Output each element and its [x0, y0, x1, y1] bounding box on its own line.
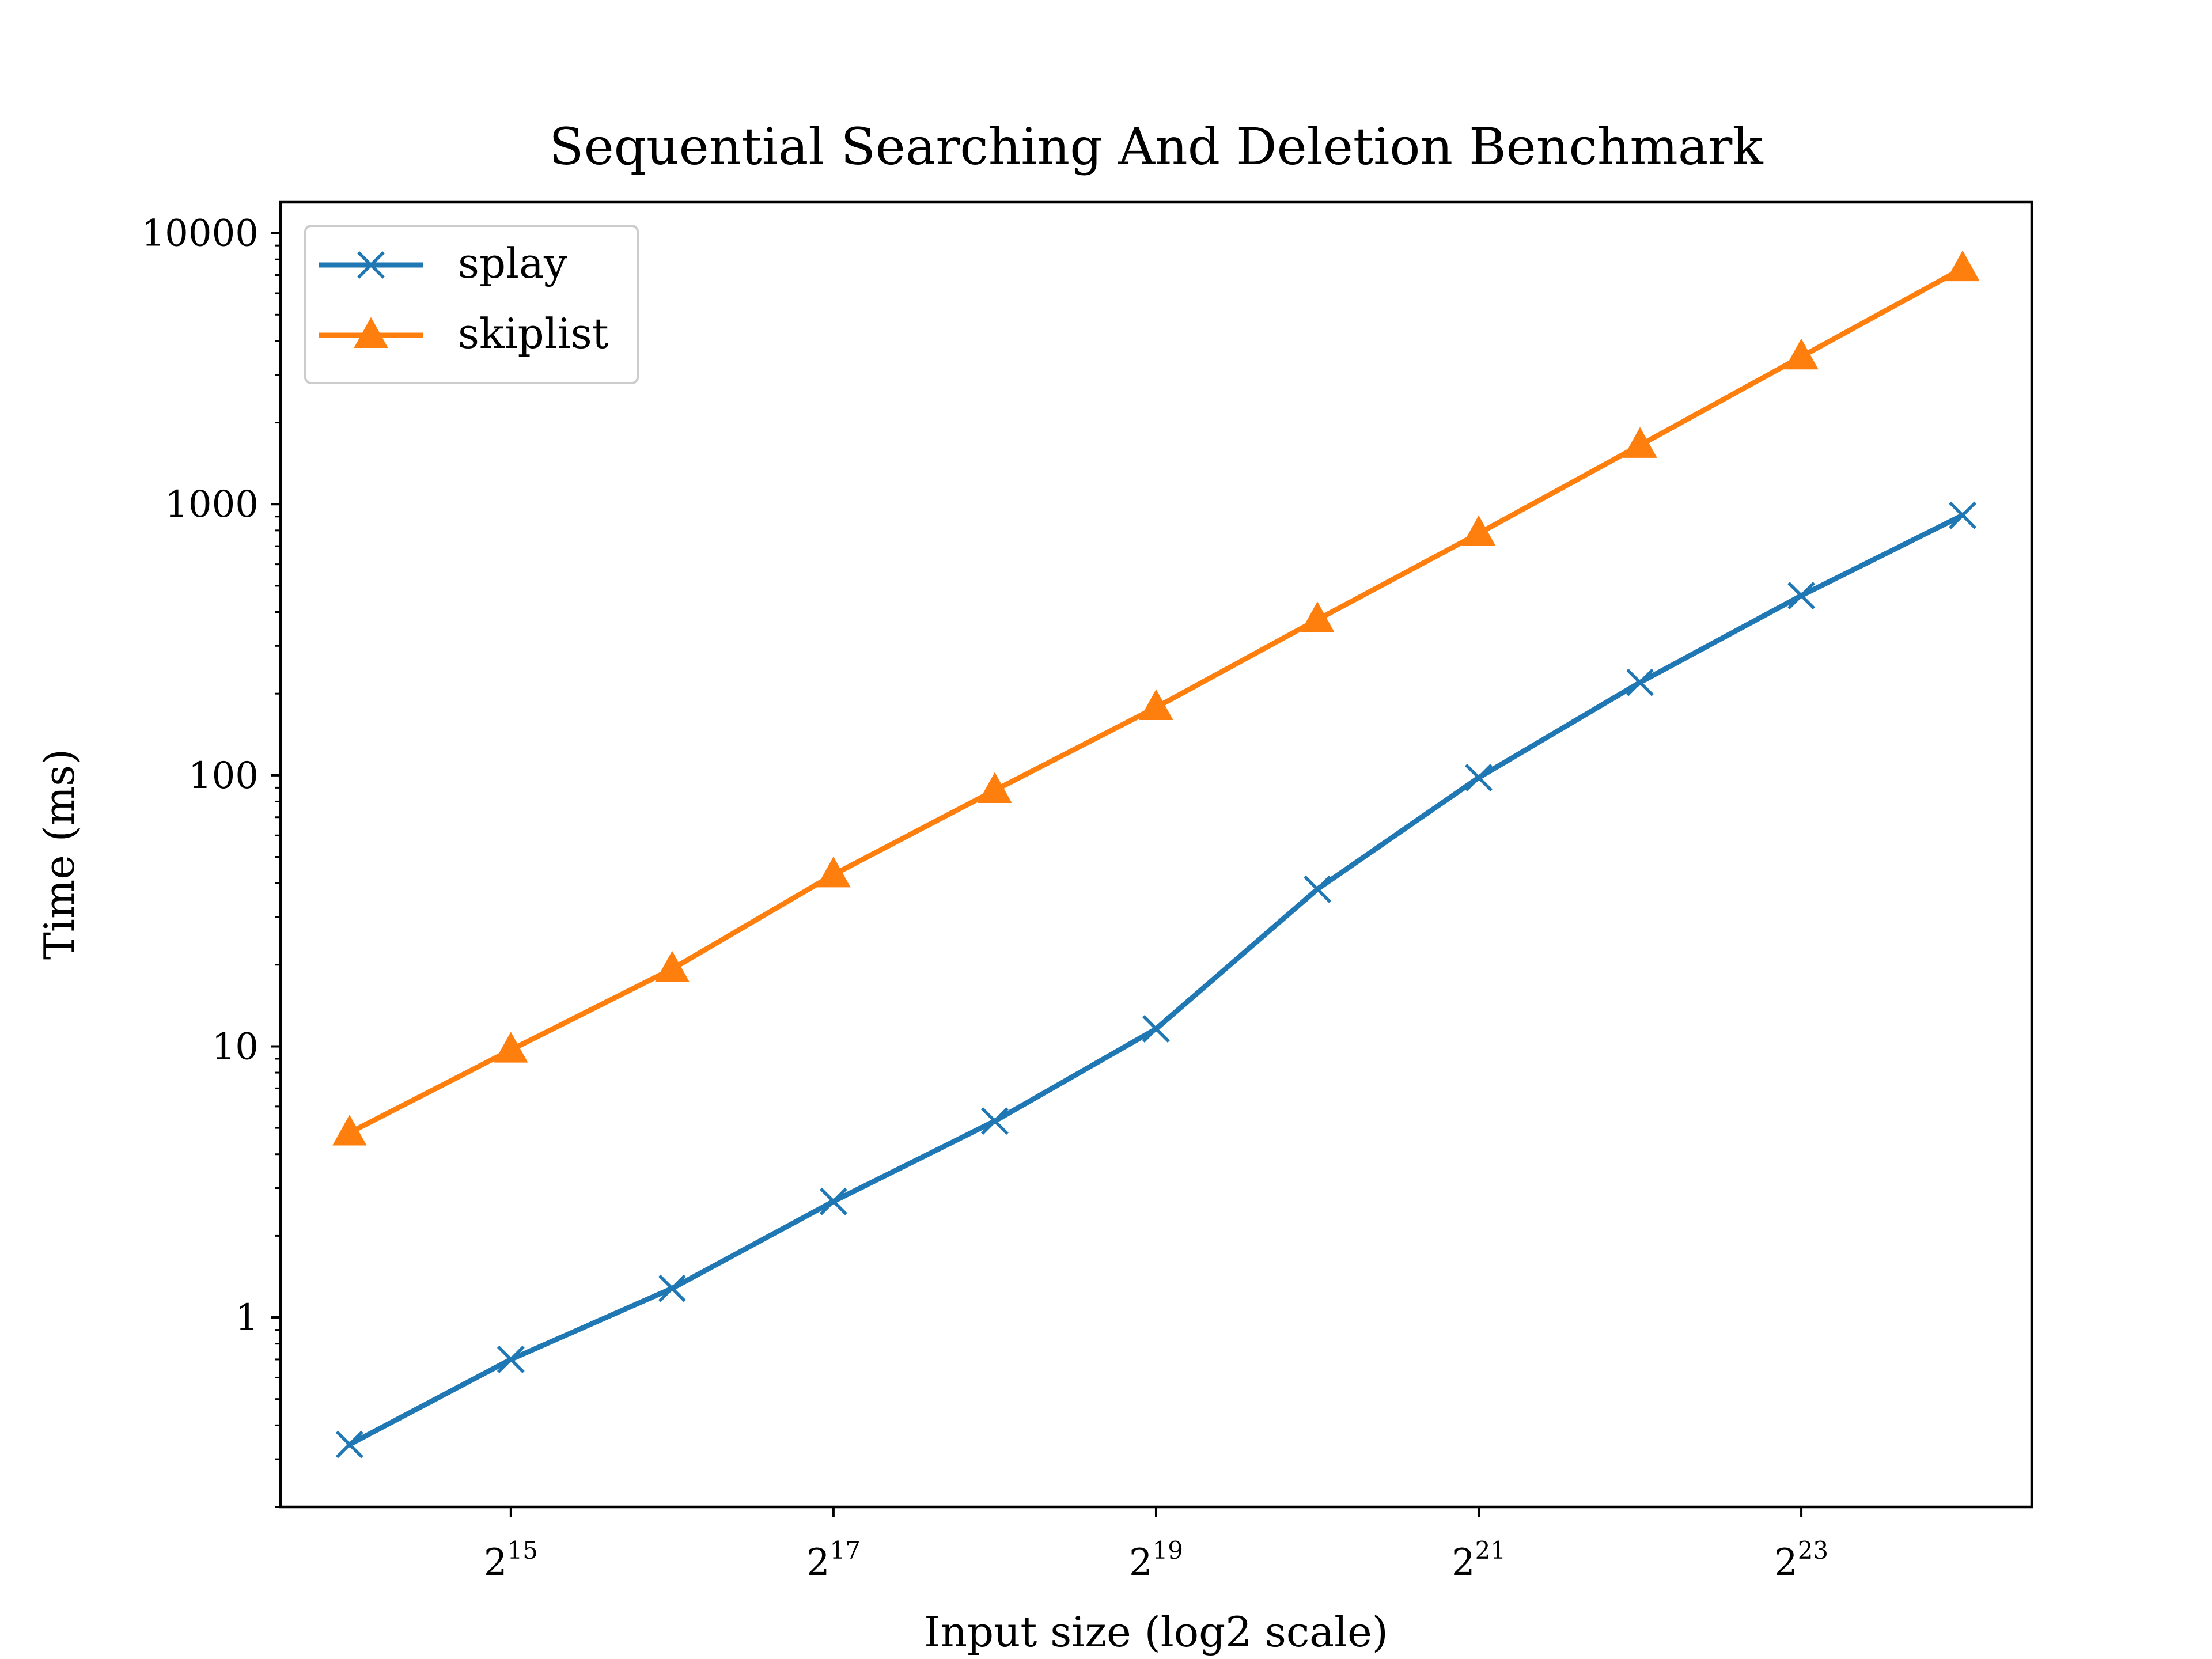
data-point-splay [1626, 668, 1654, 696]
y-tick-label: 100 [188, 755, 259, 797]
y-axis-label: Time (ms) [35, 749, 84, 960]
legend-label-splay: splay [458, 239, 567, 287]
data-point-skiplist [1623, 427, 1657, 458]
data-point-skiplist [494, 1032, 528, 1063]
data-point-skiplist [1139, 689, 1173, 720]
data-point-splay [819, 1187, 847, 1215]
data-point-skiplist [978, 772, 1012, 803]
data-point-splay [658, 1274, 686, 1302]
data-point-skiplist [1945, 250, 1980, 282]
legend-label-skiplist: skiplist [458, 309, 609, 358]
x-axis-label: Input size (log2 scale) [924, 1608, 1388, 1656]
data-point-splay [335, 1430, 363, 1459]
data-point-skiplist [1461, 515, 1496, 547]
data-point-splay [497, 1346, 525, 1373]
x-tick-label: 215 [484, 1536, 538, 1584]
data-point-splay [980, 1107, 1009, 1135]
y-tick-label: 1 [235, 1297, 259, 1339]
data-point-skiplist [1784, 338, 1819, 370]
series-markers [332, 250, 1980, 1459]
chart-title: Sequential Searching And Deletion Benchm… [549, 117, 1763, 176]
legend-marker-skiplist [354, 317, 388, 348]
data-point-skiplist [1300, 601, 1335, 632]
data-point-splay [1142, 1015, 1170, 1043]
x-tick-label: 221 [1452, 1536, 1506, 1584]
axes-frame [279, 200, 2033, 1509]
y-tick-label: 1000 [165, 483, 259, 526]
y-tick-label: 10 [212, 1025, 259, 1068]
data-point-skiplist [332, 1115, 367, 1146]
data-point-skiplist [816, 856, 851, 888]
data-point-splay [1787, 581, 1816, 609]
y-tick-label: 10000 [141, 213, 259, 255]
data-point-splay [1304, 875, 1331, 903]
x-tick-label: 217 [806, 1536, 861, 1584]
x-tick-label: 223 [1774, 1536, 1828, 1584]
x-tick-label: 219 [1129, 1536, 1183, 1584]
axis-ticks: 215 217 219 221 223 1 10 100 1000 10000 [141, 213, 1828, 1584]
data-point-splay [1949, 501, 1977, 529]
data-point-splay [1465, 764, 1493, 791]
plot-area: 215 217 219 221 223 1 10 100 1000 10000 [141, 200, 2033, 1584]
legend: splay skiplist [304, 225, 639, 384]
data-point-skiplist [655, 950, 690, 982]
legend-marker-splay [357, 251, 385, 279]
